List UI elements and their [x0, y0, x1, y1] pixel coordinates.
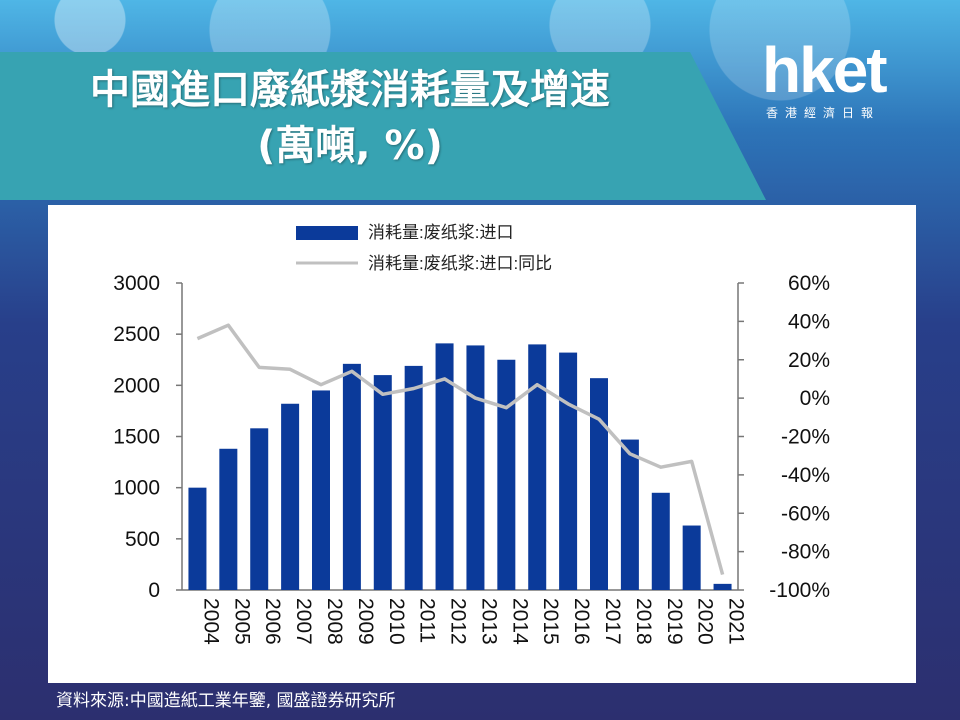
bar-2015 [528, 344, 547, 590]
x-tick-label-2008: 2008 [323, 598, 346, 645]
bar-2013 [466, 345, 485, 590]
bar-2004 [188, 487, 207, 590]
x-tick-label-2020: 2020 [694, 598, 717, 645]
y-right-tick-label: 0% [800, 387, 830, 410]
y-right-tick-label: 20% [788, 349, 830, 372]
x-tick-label-2007: 2007 [292, 598, 315, 645]
chart-x-labels: 2004 2005 2006 2007 2008 2009 2010 2011 2012 2013… [199, 598, 747, 645]
y-left-tick-label: 1500 [113, 426, 160, 449]
y-left-tick-label: 500 [125, 528, 160, 551]
x-tick-label-2010: 2010 [385, 598, 408, 645]
x-tick-label-2012: 2012 [447, 598, 470, 645]
title-banner [0, 52, 766, 200]
x-tick-label-2011: 2011 [416, 598, 439, 643]
bar-2011 [404, 365, 423, 590]
bar-2017 [590, 378, 608, 590]
x-tick-label-2009: 2009 [354, 598, 377, 645]
title-line-2: (萬噸, %) [257, 123, 443, 169]
chart-svg: 消耗量:废纸浆:进口 消耗量:废纸浆:进口:同比 3000 2500 2000 150… [113, 223, 830, 645]
title-line-1: 中國進口廢紙漿消耗量及增速 [90, 67, 610, 113]
legend-bar-swatch [296, 226, 358, 240]
y-left-tick-label: 1000 [113, 477, 160, 500]
x-tick-label-2021: 2021 [725, 598, 748, 645]
x-tick-label-2015: 2015 [539, 598, 562, 645]
legend-bar-label: 消耗量:废纸浆:进口 [368, 223, 513, 242]
y-right-tick-label: -100% [769, 579, 830, 602]
x-tick-label-2006: 2006 [261, 598, 284, 645]
source-note: 資料來源:中國造紙工業年鑒, 國盛證券研究所 [56, 691, 396, 711]
bar-2014 [497, 359, 516, 590]
chart-panel: 消耗量:废纸浆:进口 消耗量:废纸浆:进口:同比 3000 2500 2000 150… [48, 205, 916, 683]
chart-axes: 3000 2500 2000 1500 1000 500 0 60% 40% 20% 0% -20% -… [113, 272, 830, 602]
bar-2018 [620, 439, 639, 590]
bar-2009 [342, 363, 361, 590]
y-left-tick-label: 0 [148, 579, 160, 602]
bar-2012 [435, 343, 454, 590]
y-left-tick-label: 2500 [113, 323, 160, 346]
y-left-tick-label: 3000 [113, 272, 160, 295]
bar-2007 [281, 403, 300, 590]
y-left-tick-label: 2000 [113, 374, 160, 397]
y-right-tick-label: -40% [781, 464, 830, 487]
logo-subtitle: 香港經濟日報 [766, 106, 881, 120]
y-right-tick-label: -80% [781, 541, 830, 564]
bar-2021 [713, 583, 732, 590]
bar-2006 [250, 428, 269, 590]
x-tick-label-2017: 2017 [601, 598, 624, 645]
chart-bars [188, 343, 732, 590]
page-title: 中國進口廢紙漿消耗量及增速 (萬噸, %) [40, 62, 660, 174]
x-tick-label-2016: 2016 [570, 598, 593, 645]
y-right-tick-label: 60% [788, 272, 830, 295]
bar-2008 [312, 390, 330, 590]
x-tick-label-2013: 2013 [477, 598, 500, 645]
bar-2010 [373, 375, 392, 590]
hket-logo: hket 香港經濟日報 [762, 38, 922, 121]
bar-2005 [219, 448, 238, 590]
legend-line-label: 消耗量:废纸浆:进口:同比 [368, 254, 552, 273]
x-tick-label-2019: 2019 [663, 598, 686, 645]
bar-2020 [682, 525, 701, 590]
yoy-growth-line [196, 323, 725, 576]
chart-legend: 消耗量:废纸浆:进口 消耗量:废纸浆:进口:同比 [296, 223, 552, 273]
x-tick-label-2005: 2005 [230, 598, 253, 645]
x-tick-label-2004: 2004 [199, 598, 222, 645]
logo-wordmark: hket [762, 34, 888, 106]
x-tick-label-2018: 2018 [632, 598, 655, 645]
y-right-tick-label: 40% [788, 310, 830, 333]
chart-line [196, 323, 725, 576]
y-right-tick-label: -60% [781, 502, 830, 525]
y-right-tick-label: -20% [781, 426, 830, 449]
bar-2016 [559, 352, 578, 590]
bar-2019 [651, 492, 670, 590]
x-tick-label-2014: 2014 [508, 598, 531, 645]
